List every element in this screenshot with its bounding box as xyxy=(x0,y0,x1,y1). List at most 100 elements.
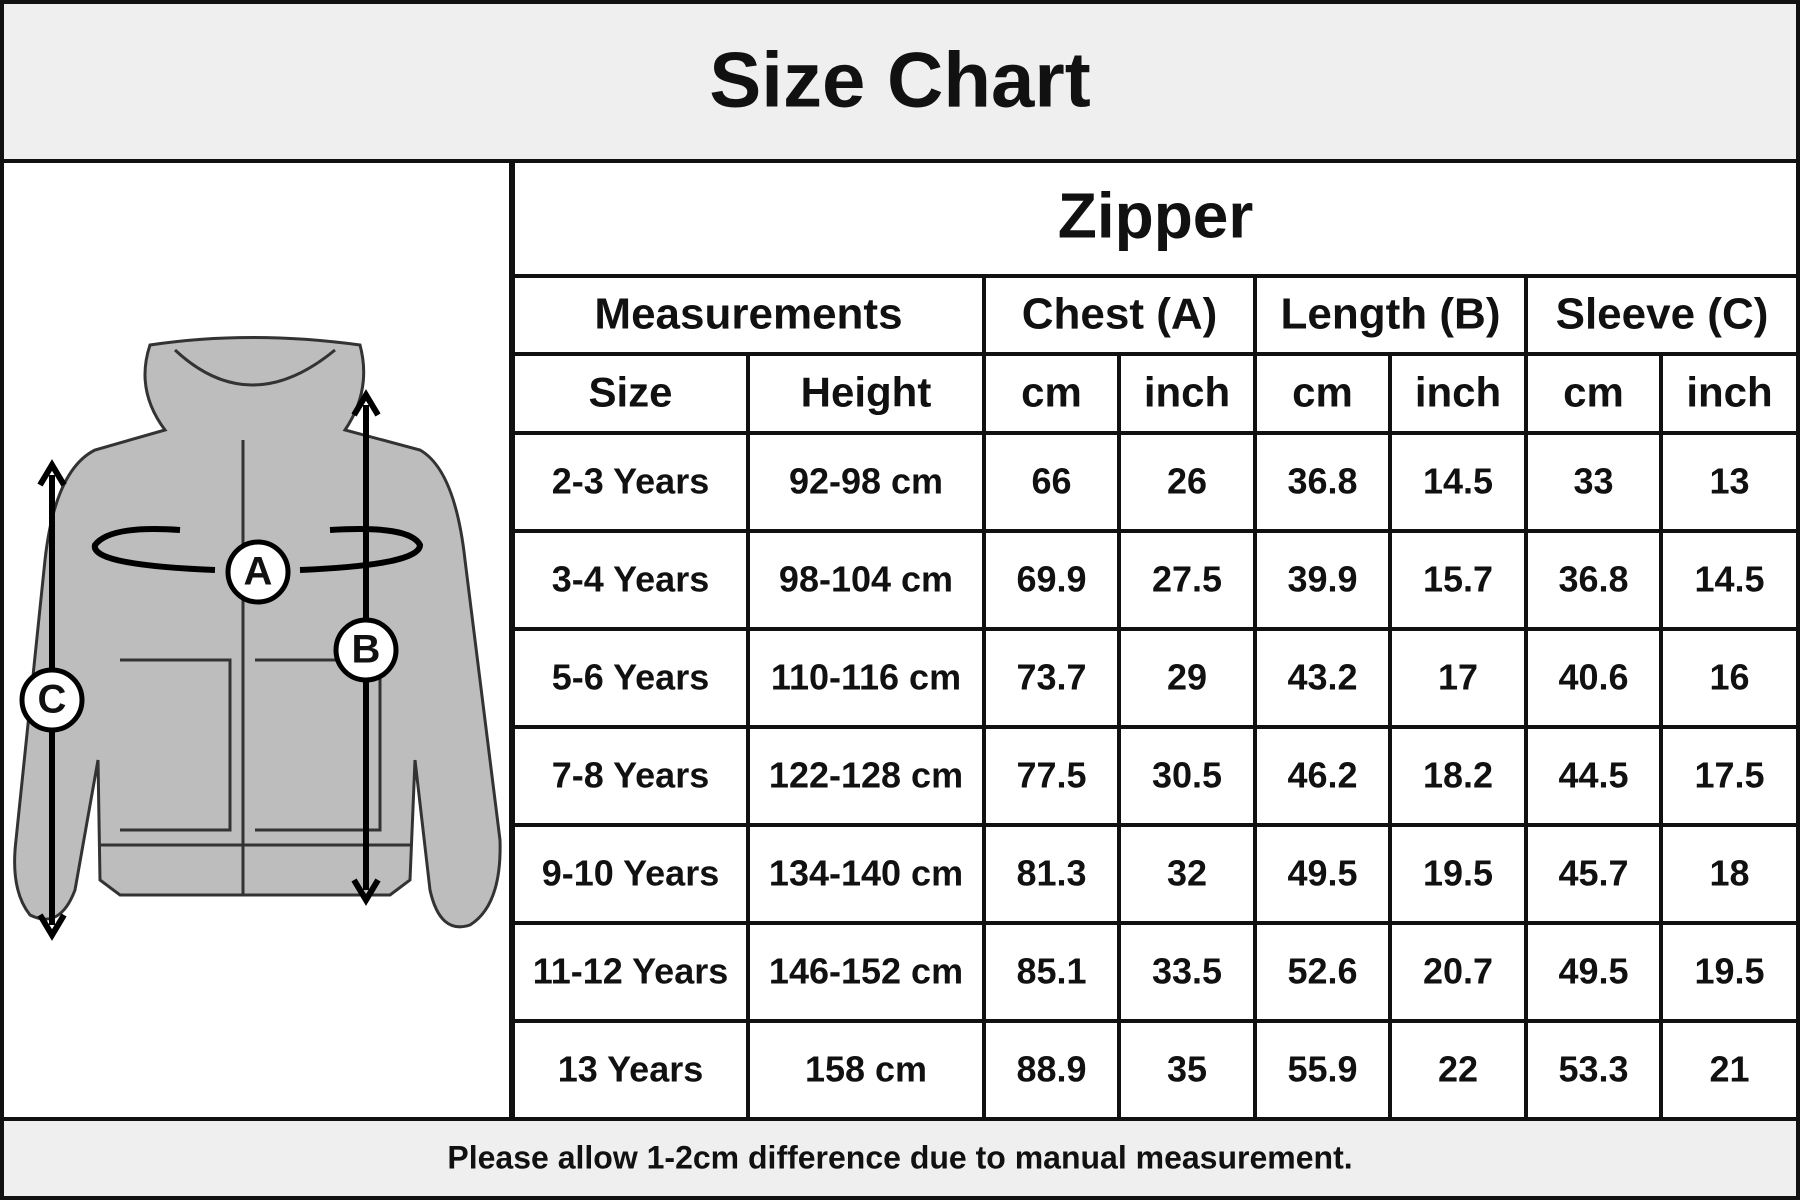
column-header: Size xyxy=(588,369,672,416)
label-a: A xyxy=(244,550,273,594)
table-cell xyxy=(982,274,1257,356)
table-cell xyxy=(1524,725,1663,827)
table-cell-text: 134-140 cm xyxy=(769,853,963,894)
table-cell xyxy=(1524,274,1800,356)
label-circle xyxy=(333,617,399,683)
table-cell-text: 110-116 cm xyxy=(771,657,961,698)
column-header: inch xyxy=(1686,369,1772,416)
pockets xyxy=(120,658,382,832)
table-cell-text: 40.6 xyxy=(1558,657,1628,698)
table-cell-text: 29 xyxy=(1167,657,1207,698)
table-cell-text: 43.2 xyxy=(1287,657,1357,698)
table-cell-text: 53.3 xyxy=(1558,1049,1628,1090)
table-cell-text: 17.5 xyxy=(1694,755,1764,796)
table-cell xyxy=(1253,431,1392,533)
table-cell xyxy=(1253,627,1392,729)
table-cell-text: 46.2 xyxy=(1287,755,1357,796)
table-cell-text: 52.6 xyxy=(1287,951,1357,992)
table-cell xyxy=(1253,725,1392,827)
label-circle xyxy=(19,667,85,733)
table-cell xyxy=(982,352,1121,435)
table-cell-text: 35 xyxy=(1167,1049,1207,1090)
table-cell-text: 14.5 xyxy=(1423,461,1493,502)
table-cell xyxy=(1524,823,1663,925)
table-cell xyxy=(1388,921,1528,1023)
table-cell-text: 19.5 xyxy=(1694,951,1764,992)
table-cell-text: 30.5 xyxy=(1152,755,1222,796)
hood-opening xyxy=(173,348,336,387)
table-cell xyxy=(1253,529,1392,631)
column-header: inch xyxy=(1144,369,1230,416)
table-cell-text: 36.8 xyxy=(1558,559,1628,600)
table-cell xyxy=(746,725,986,827)
table-cell-text: 18 xyxy=(1709,853,1749,894)
table-cell xyxy=(746,352,986,435)
group-header: Length (B) xyxy=(1281,290,1501,339)
arrow-a xyxy=(91,526,424,573)
footer-note: Please allow 1-2cm difference due to man… xyxy=(447,1139,1352,1175)
group-header: Chest (A) xyxy=(1022,290,1218,339)
table-cell-text: 77.5 xyxy=(1016,755,1086,796)
label-c: C xyxy=(38,678,67,722)
table-cell-text: 17 xyxy=(1438,657,1478,698)
table-cell xyxy=(1117,1019,1257,1121)
table-cell xyxy=(1388,1019,1528,1121)
table-cell-text: 55.9 xyxy=(1287,1049,1357,1090)
table-cell-text: 15.7 xyxy=(1423,559,1493,600)
table-cell-text: 9-10 Years xyxy=(542,853,720,894)
column-header: inch xyxy=(1415,369,1501,416)
table-cell-text: 36.8 xyxy=(1287,461,1357,502)
table-cell-text: 19.5 xyxy=(1423,853,1493,894)
table-cell xyxy=(982,1019,1121,1121)
table-cell-text: 27.5 xyxy=(1152,559,1222,600)
table-cell-text: 85.1 xyxy=(1016,951,1086,992)
column-header: Height xyxy=(801,369,932,416)
table-cell xyxy=(1659,431,1800,533)
table-cell-text: 98-104 cm xyxy=(779,559,953,600)
table-cell xyxy=(1524,1019,1663,1121)
table-cell-text: 44.5 xyxy=(1558,755,1628,796)
table-cell xyxy=(1659,627,1800,729)
table-cell-text: 66 xyxy=(1031,461,1071,502)
table-cell xyxy=(1659,1019,1800,1121)
table-cell xyxy=(1117,725,1257,827)
hoodie-illustration xyxy=(13,336,502,929)
table-cell xyxy=(1388,352,1528,435)
column-header: cm xyxy=(1021,369,1082,416)
table-cell-text: 88.9 xyxy=(1016,1049,1086,1090)
arrow-heads xyxy=(37,389,381,941)
table-cell xyxy=(511,431,750,533)
table-cell xyxy=(746,1019,986,1121)
table-cell xyxy=(746,823,986,925)
table-cell-text: 21 xyxy=(1709,1049,1749,1090)
table-cell-text: 92-98 cm xyxy=(789,461,943,502)
table-cell-text: 16 xyxy=(1709,657,1749,698)
table-cell xyxy=(1659,352,1800,435)
table-cell xyxy=(511,627,750,729)
table-cell xyxy=(1253,921,1392,1023)
table-cell-text: 33.5 xyxy=(1152,951,1222,992)
label-b: B xyxy=(352,628,381,672)
table-cell-text: 45.7 xyxy=(1558,853,1628,894)
table-cell-text: 11-12 Years xyxy=(533,951,729,992)
table-cell-text: 32 xyxy=(1167,853,1207,894)
table-cell-text: 22 xyxy=(1438,1049,1478,1090)
footer-band xyxy=(0,1117,1800,1200)
table-cell xyxy=(746,921,986,1023)
table-cell xyxy=(511,529,750,631)
table-cell-text: 81.3 xyxy=(1016,853,1086,894)
title-band xyxy=(0,0,1800,163)
group-header: Sleeve (C) xyxy=(1556,290,1769,339)
table-title: Zipper xyxy=(1058,179,1254,251)
table-cell xyxy=(511,823,750,925)
table-cell-text: 13 Years xyxy=(558,1049,704,1090)
table-cell xyxy=(1117,921,1257,1023)
table-cell-text: 39.9 xyxy=(1287,559,1357,600)
table-cell-text: 49.5 xyxy=(1287,853,1357,894)
table-cell-text: 158 cm xyxy=(805,1049,927,1090)
table-cell-text: 49.5 xyxy=(1558,951,1628,992)
size-table: Zipper Measurements Chest (A) Length (B) Sle… xyxy=(511,159,1800,1121)
table-cell-text: 7-8 Years xyxy=(552,755,709,796)
table-cell-text: 122-128 cm xyxy=(769,755,963,796)
